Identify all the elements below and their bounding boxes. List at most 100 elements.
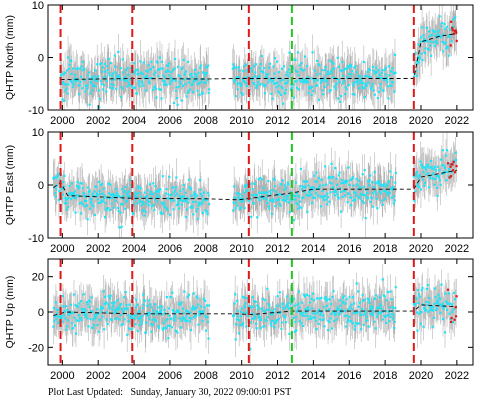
- daily-point: [92, 83, 95, 86]
- daily-point: [132, 193, 135, 196]
- daily-point: [141, 314, 144, 317]
- daily-point: [196, 78, 199, 82]
- daily-point: [204, 81, 207, 84]
- daily-point: [63, 82, 66, 86]
- daily-point: [434, 34, 437, 38]
- daily-point: [245, 82, 248, 85]
- daily-point: [362, 201, 365, 204]
- daily-point: [54, 314, 57, 318]
- daily-point: [89, 201, 93, 204]
- daily-point: [86, 84, 89, 87]
- daily-point: [250, 67, 253, 70]
- daily-point: [233, 65, 236, 69]
- daily-point: [299, 312, 303, 315]
- daily-point: [111, 193, 114, 196]
- daily-point: [116, 317, 119, 320]
- daily-point: [282, 78, 285, 81]
- daily-point: [101, 70, 104, 73]
- daily-point: [166, 318, 169, 321]
- daily-point: [391, 306, 394, 309]
- daily-point: [301, 69, 304, 72]
- daily-point: [384, 309, 387, 313]
- daily-point: [271, 313, 274, 316]
- daily-point: [388, 73, 391, 77]
- plot-area: [52, 132, 458, 238]
- rapid-point: [446, 162, 450, 165]
- daily-point: [355, 77, 358, 81]
- daily-point: [151, 88, 155, 91]
- daily-point: [428, 175, 432, 178]
- daily-point: [259, 326, 262, 330]
- daily-point: [134, 68, 137, 71]
- daily-point: [342, 69, 345, 72]
- daily-point: [376, 96, 379, 100]
- daily-point: [299, 311, 302, 314]
- daily-point: [74, 332, 78, 335]
- daily-point: [350, 320, 353, 323]
- daily-point: [267, 180, 270, 183]
- rapid-point: [454, 306, 457, 309]
- daily-point: [315, 328, 318, 331]
- daily-point: [416, 182, 420, 185]
- daily-point: [429, 308, 432, 311]
- daily-point: [393, 326, 396, 330]
- daily-point: [176, 192, 179, 195]
- daily-point: [106, 68, 109, 72]
- daily-point: [70, 311, 73, 315]
- daily-point: [324, 183, 328, 186]
- daily-point: [317, 176, 321, 180]
- daily-point: [119, 67, 122, 70]
- daily-point: [379, 83, 382, 86]
- daily-point: [84, 195, 88, 199]
- daily-point: [123, 318, 126, 321]
- daily-point: [327, 308, 331, 311]
- daily-point: [130, 315, 133, 318]
- daily-point: [183, 199, 187, 202]
- daily-point: [443, 167, 447, 170]
- daily-point: [281, 87, 284, 90]
- daily-point: [322, 318, 325, 321]
- daily-point: [103, 84, 106, 87]
- daily-point: [369, 200, 372, 203]
- daily-point: [319, 72, 322, 75]
- daily-point: [346, 314, 349, 317]
- daily-point: [153, 85, 157, 88]
- daily-point: [386, 184, 389, 187]
- daily-point: [164, 70, 168, 74]
- daily-point: [141, 200, 144, 204]
- daily-point: [60, 314, 63, 318]
- daily-point: [147, 314, 150, 317]
- daily-point: [292, 194, 295, 198]
- y-axis-title: QHTP East (mm): [4, 145, 16, 225]
- daily-point: [284, 92, 287, 95]
- daily-point: [280, 193, 283, 196]
- daily-point: [144, 89, 148, 92]
- daily-point: [197, 204, 200, 207]
- daily-point: [112, 305, 115, 308]
- daily-point: [233, 80, 236, 83]
- daily-point: [175, 176, 178, 179]
- daily-point: [269, 312, 272, 316]
- daily-point: [185, 95, 188, 98]
- daily-point: [180, 301, 183, 304]
- daily-point: [74, 73, 77, 77]
- daily-point: [412, 75, 416, 78]
- daily-point: [132, 212, 135, 215]
- daily-point: [53, 320, 56, 323]
- daily-point: [263, 92, 267, 95]
- daily-point: [428, 35, 431, 38]
- daily-point: [102, 76, 105, 80]
- daily-point: [108, 72, 111, 75]
- daily-point: [125, 200, 128, 203]
- daily-point: [374, 181, 377, 185]
- daily-point: [124, 307, 127, 310]
- daily-point: [158, 311, 161, 314]
- daily-point: [198, 314, 202, 317]
- x-tick-label: 2018: [373, 370, 397, 382]
- daily-point: [115, 187, 118, 190]
- daily-point: [287, 201, 290, 204]
- daily-point: [318, 318, 322, 321]
- daily-point: [190, 204, 194, 208]
- daily-point: [270, 92, 273, 95]
- daily-point: [359, 78, 362, 81]
